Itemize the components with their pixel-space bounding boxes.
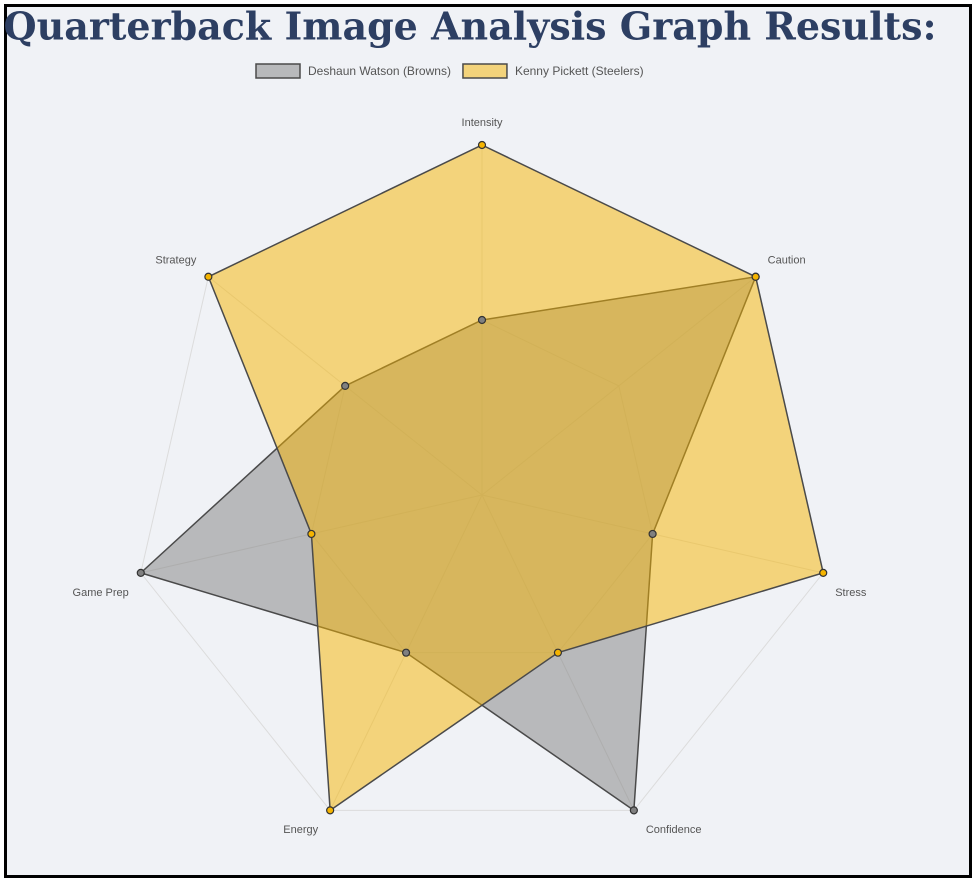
chart-title: Quarterback Image Analysis Graph Results… — [3, 4, 936, 49]
axis-label: Caution — [768, 255, 806, 267]
data-point — [553, 648, 563, 657]
data-point — [326, 806, 335, 815]
data-point — [401, 648, 411, 657]
data-point — [648, 529, 657, 539]
data-point — [341, 381, 350, 390]
legend-label: Kenny Pickett (Steelers) — [515, 64, 644, 78]
data-point — [751, 272, 760, 281]
axis-label: Game Prep — [73, 587, 129, 599]
data-point — [629, 806, 638, 815]
legend-swatch — [255, 63, 301, 79]
axis-label: Intensity — [462, 117, 503, 129]
axis-label: Energy — [283, 824, 318, 836]
data-point — [307, 529, 316, 539]
legend-swatch — [462, 63, 508, 79]
data-point — [477, 140, 487, 150]
data-point — [477, 315, 487, 325]
data-point — [819, 568, 828, 577]
data-point — [136, 568, 145, 577]
axis-label: Stress — [835, 587, 867, 599]
legend-label: Deshaun Watson (Browns) — [308, 64, 451, 78]
series-area — [207, 144, 825, 812]
axis-label: Confidence — [646, 824, 702, 836]
axis-label: Strategy — [155, 255, 196, 267]
data-point — [204, 272, 213, 281]
